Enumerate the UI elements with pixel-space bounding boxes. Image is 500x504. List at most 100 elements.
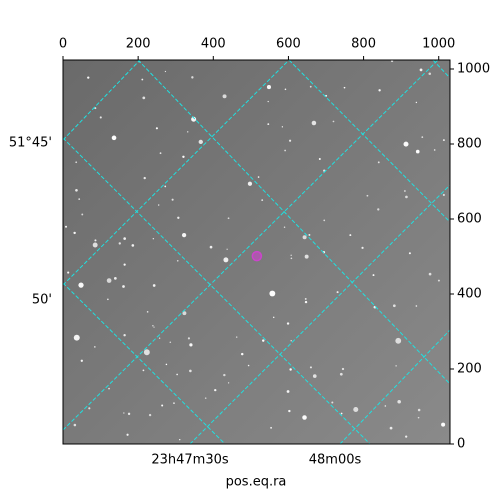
star [204, 397, 207, 399]
star [118, 242, 121, 245]
star [169, 341, 172, 344]
grid-line [432, 60, 450, 79]
grid-line [339, 329, 450, 444]
y-tick-label: 0 [457, 437, 465, 452]
star [281, 126, 284, 128]
star [73, 423, 77, 427]
grid-line [63, 60, 439, 431]
star [189, 343, 193, 347]
star [267, 100, 269, 103]
star [92, 242, 98, 248]
star [403, 141, 409, 147]
star [377, 208, 380, 211]
star [226, 248, 228, 250]
star [65, 225, 68, 228]
star [308, 233, 311, 236]
star [261, 199, 264, 201]
star [123, 333, 126, 337]
grid-line [63, 137, 371, 444]
star [73, 231, 76, 235]
star [302, 235, 307, 240]
star [421, 136, 424, 139]
star [152, 325, 154, 327]
star [361, 246, 364, 249]
star [209, 245, 213, 249]
star [417, 416, 420, 419]
star [143, 176, 146, 180]
star [390, 60, 394, 63]
star [158, 337, 161, 339]
star [331, 401, 334, 404]
star [123, 237, 126, 240]
star [323, 219, 326, 222]
star [417, 408, 421, 412]
star [182, 155, 185, 158]
star [415, 101, 418, 104]
star [152, 284, 156, 287]
star [78, 198, 81, 200]
star [99, 116, 102, 119]
star [143, 349, 150, 356]
star [75, 161, 78, 164]
star [142, 369, 145, 372]
star [146, 311, 149, 313]
star [309, 366, 312, 369]
star [270, 426, 272, 429]
star [433, 149, 436, 151]
star [108, 387, 110, 390]
star [159, 152, 162, 155]
star [122, 285, 125, 288]
star [75, 188, 78, 192]
star [419, 68, 423, 72]
star [247, 181, 253, 186]
star [155, 127, 158, 130]
star [318, 158, 321, 161]
grid-line [63, 60, 290, 286]
x-axis-label: pos.eq.ra [226, 475, 287, 490]
star [415, 149, 420, 154]
star [142, 96, 146, 100]
star [94, 239, 97, 242]
star [176, 260, 179, 262]
star [78, 282, 84, 288]
star [428, 272, 432, 276]
star [113, 277, 117, 280]
star [397, 399, 401, 404]
star [395, 337, 402, 344]
star [372, 274, 375, 277]
star [290, 257, 293, 260]
star [87, 76, 90, 79]
star [266, 85, 272, 90]
star [286, 390, 290, 393]
star [257, 176, 260, 178]
star [127, 412, 131, 416]
star [182, 311, 187, 316]
grid-line [63, 282, 226, 444]
star [343, 86, 346, 89]
star [158, 204, 160, 206]
star [267, 123, 270, 126]
star [311, 120, 317, 126]
x-tick-label: 400 [201, 37, 226, 52]
star [415, 305, 418, 307]
x-tick-label: 600 [276, 37, 301, 52]
star [131, 244, 135, 247]
star [273, 316, 275, 319]
star [349, 234, 352, 237]
grid-line [288, 60, 450, 223]
star [304, 297, 307, 300]
star [179, 438, 181, 441]
x-tick-label: 800 [351, 37, 376, 52]
x-tick-label: 0 [59, 37, 67, 52]
star [177, 216, 180, 219]
star [165, 363, 168, 366]
star [94, 346, 96, 348]
star [442, 139, 445, 142]
star [283, 226, 286, 228]
star [336, 291, 339, 294]
star [181, 233, 187, 238]
star [384, 405, 387, 407]
star [189, 369, 192, 373]
star [304, 300, 308, 304]
